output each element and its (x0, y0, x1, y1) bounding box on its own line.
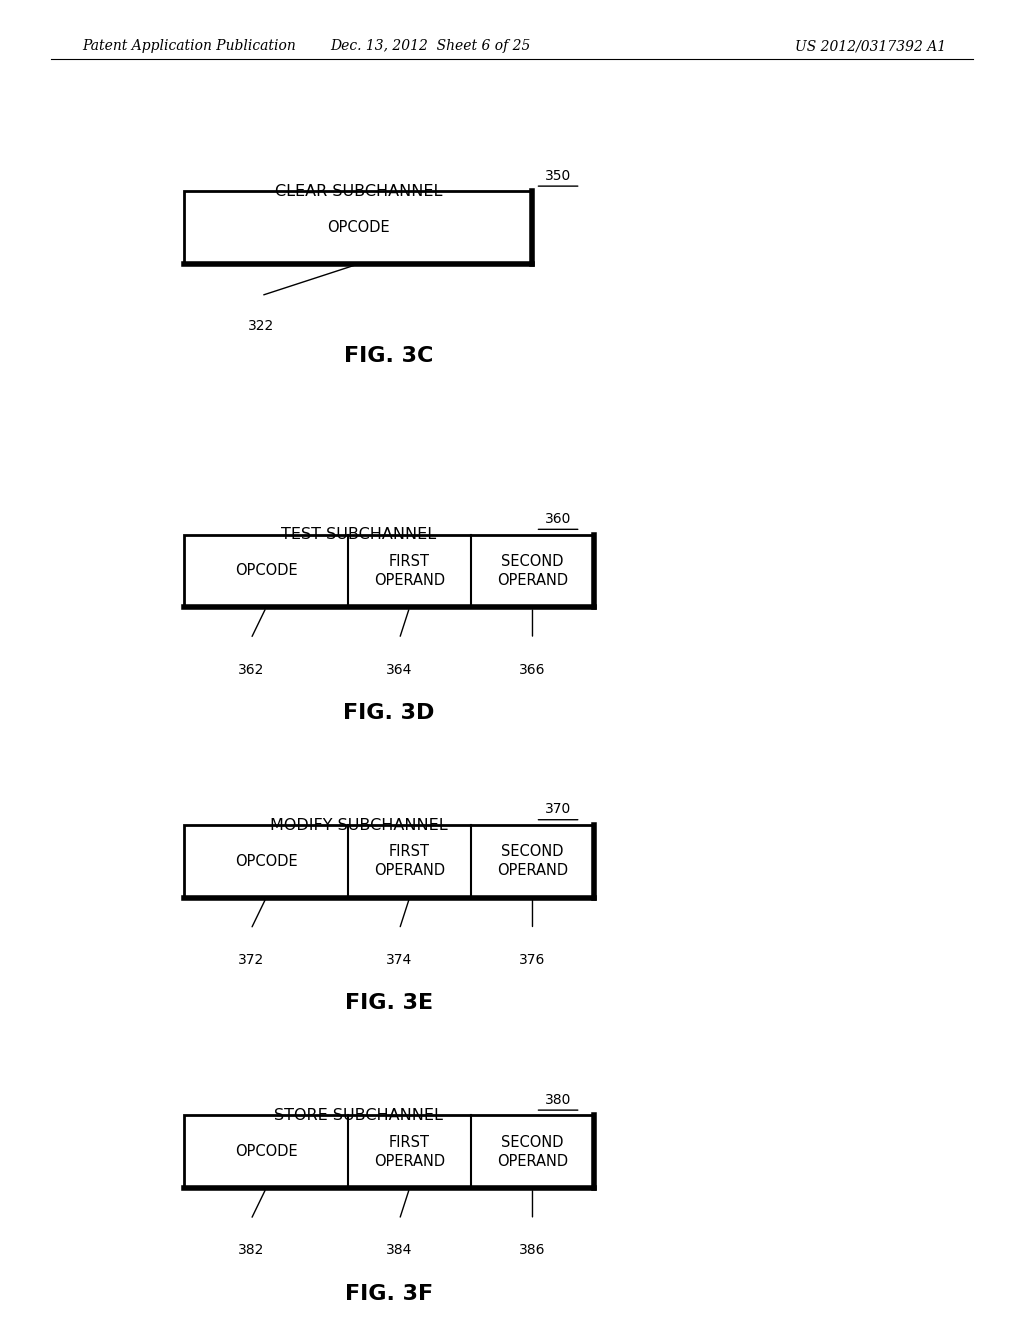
Text: 374: 374 (386, 953, 413, 968)
Text: FIRST
OPERAND: FIRST OPERAND (374, 1135, 445, 1168)
Text: 382: 382 (238, 1243, 264, 1258)
Text: 384: 384 (386, 1243, 413, 1258)
Text: 360: 360 (545, 512, 571, 525)
Text: MODIFY SUBCHANNEL: MODIFY SUBCHANNEL (269, 817, 447, 833)
Text: Dec. 13, 2012  Sheet 6 of 25: Dec. 13, 2012 Sheet 6 of 25 (330, 40, 530, 53)
Text: 380: 380 (545, 1093, 571, 1106)
Text: OPCODE: OPCODE (327, 220, 390, 235)
Text: SECOND
OPERAND: SECOND OPERAND (497, 845, 568, 878)
Text: 350: 350 (545, 169, 571, 182)
Text: OPCODE: OPCODE (234, 854, 298, 869)
Text: 362: 362 (238, 663, 264, 677)
Text: CLEAR SUBCHANNEL: CLEAR SUBCHANNEL (274, 183, 442, 199)
Text: FIG. 3D: FIG. 3D (343, 702, 435, 723)
Text: FIG. 3E: FIG. 3E (345, 993, 433, 1014)
Text: SECOND
OPERAND: SECOND OPERAND (497, 1135, 568, 1168)
Text: OPCODE: OPCODE (234, 1144, 298, 1159)
Text: 364: 364 (386, 663, 413, 677)
FancyBboxPatch shape (184, 535, 594, 607)
FancyBboxPatch shape (184, 825, 594, 898)
Text: 386: 386 (519, 1243, 546, 1258)
Text: FIRST
OPERAND: FIRST OPERAND (374, 845, 445, 878)
Text: STORE SUBCHANNEL: STORE SUBCHANNEL (274, 1107, 442, 1123)
Text: OPCODE: OPCODE (234, 564, 298, 578)
FancyBboxPatch shape (184, 1115, 594, 1188)
Text: TEST SUBCHANNEL: TEST SUBCHANNEL (281, 527, 436, 543)
FancyBboxPatch shape (184, 191, 532, 264)
Text: 366: 366 (519, 663, 546, 677)
Text: 322: 322 (248, 319, 274, 334)
Text: SECOND
OPERAND: SECOND OPERAND (497, 554, 568, 587)
Text: FIRST
OPERAND: FIRST OPERAND (374, 554, 445, 587)
Text: FIG. 3C: FIG. 3C (344, 346, 434, 367)
Text: 376: 376 (519, 953, 546, 968)
Text: US 2012/0317392 A1: US 2012/0317392 A1 (795, 40, 946, 53)
Text: Patent Application Publication: Patent Application Publication (82, 40, 296, 53)
Text: 372: 372 (238, 953, 264, 968)
Text: FIG. 3F: FIG. 3F (345, 1283, 433, 1304)
Text: 370: 370 (545, 803, 571, 816)
